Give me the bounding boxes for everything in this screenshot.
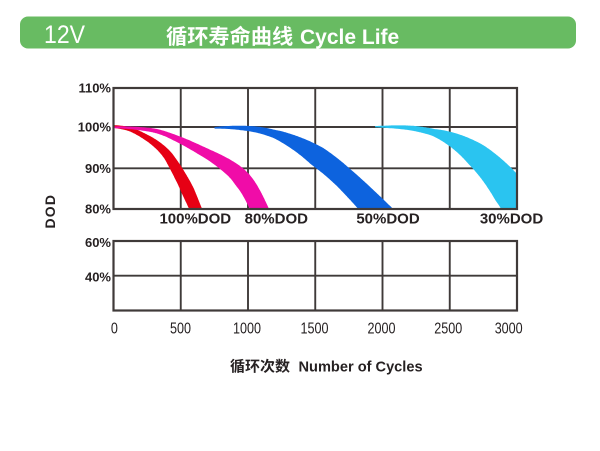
svg-text:Number of Cycles: Number of Cycles [299,360,423,376]
svg-text:0: 0 [111,320,118,337]
svg-text:40%: 40% [85,270,111,285]
svg-text:30%DOD: 30%DOD [480,210,544,227]
svg-text:100%: 100% [78,120,112,135]
svg-text:12V: 12V [44,21,85,49]
svg-text:500: 500 [170,320,191,337]
svg-text:2000: 2000 [368,320,396,337]
svg-text:80%DOD: 80%DOD [245,210,309,227]
svg-text:2500: 2500 [434,320,462,337]
svg-text:3000: 3000 [495,320,523,337]
svg-text:80%: 80% [85,202,111,217]
svg-text:DOD: DOD [42,194,58,229]
svg-text:110%: 110% [78,81,111,96]
svg-text:90%: 90% [85,161,111,176]
svg-text:50%DOD: 50%DOD [356,210,420,227]
svg-text:1000: 1000 [233,320,261,337]
svg-text:100%DOD: 100%DOD [159,210,231,227]
svg-text:1500: 1500 [301,320,329,337]
svg-text:Cycle Life: Cycle Life [300,26,399,49]
svg-text:60%: 60% [85,235,111,250]
